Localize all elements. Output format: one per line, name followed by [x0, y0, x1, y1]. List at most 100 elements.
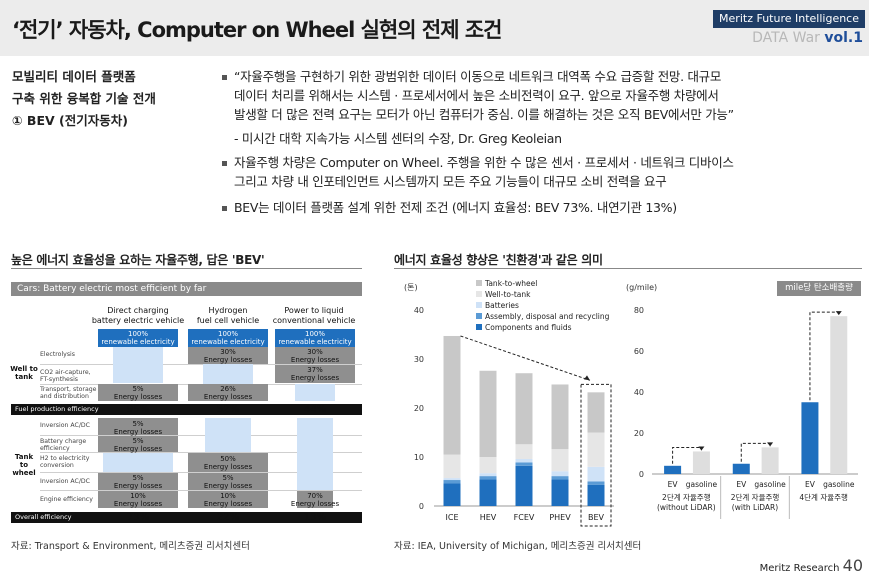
row-label: H2 to electricity — [40, 455, 90, 462]
y-tick-label: 60 — [634, 347, 644, 356]
overall-efficiency-fcev: 22% — [216, 512, 240, 523]
bullet-text: - 미시간 대학 지속가능 시스템 센터의 수장, Dr. Greg Keole… — [234, 131, 562, 146]
column-header-line: conventional vehicle — [272, 316, 356, 325]
y-tick-label: 40 — [414, 306, 424, 315]
group-label: (with LiDAR) — [732, 503, 778, 512]
fcev-engine-loss-label: 10% Energy losses — [203, 492, 253, 508]
row-divider — [40, 364, 362, 365]
fcev-transport-loss-label: 26% Energy losses — [203, 385, 253, 401]
fcev-inversion-loss-label: 5% Energy losses — [203, 474, 253, 490]
y-tick-label: 0 — [419, 502, 424, 511]
bev-charge-loss-label: 5% Energy losses — [113, 437, 163, 453]
bullet-text: 데이터 처리를 위해서는 시스템 · 프로세서에서 높은 소비전력이 요구. 앞… — [234, 88, 719, 103]
row-label: efficiency — [40, 445, 70, 452]
fcev-electrolysis-loss — [188, 347, 268, 364]
bar-segment — [479, 479, 497, 506]
group-label: 4단계 자율주행 — [799, 492, 848, 502]
left-section-heading: 높은 에너지 효율성을 요하는 자율주행, 답은 'BEV' — [11, 253, 265, 267]
bar-segment — [479, 370, 497, 457]
x-tick-label: gasoline — [686, 480, 718, 489]
overall-efficiency-bar: Overall efficiency — [11, 512, 362, 523]
renewable-block-ptl — [275, 329, 355, 347]
bar-segment — [515, 462, 533, 466]
x-tick-label: BEV — [588, 513, 605, 522]
fcev-inversion-loss — [188, 473, 268, 490]
fcev-h2-conversion-loss — [188, 453, 268, 472]
y-tick-label: 10 — [414, 453, 424, 462]
page-title: ‘전기’ 자동차, Computer on Wheel 실현의 전제 조건 — [12, 18, 502, 42]
bar-segment — [551, 479, 569, 506]
column-header-line: battery electric vehicle — [91, 316, 185, 325]
ptl-electrolysis-loss-label: 30% Energy losses — [290, 348, 340, 364]
bev-highlight-box — [580, 383, 612, 527]
column-header-line: Hydrogen — [208, 306, 248, 315]
bar-segment — [443, 483, 461, 506]
left-section-rule — [11, 268, 362, 269]
x-tick-label: EV — [805, 480, 816, 489]
bullet-line: BEV는 데이터 플랫폼 설계 위한 전제 조건 (에너지 효율성: BEV 7… — [222, 198, 857, 217]
bev-inversion2-loss — [98, 473, 178, 490]
bullet-line: “자율주행을 구현하기 위한 광범위한 데이터 이동으로 네트워크 대역폭 수요… — [222, 67, 857, 86]
intro-left-line: ① BEV (전기자동차) — [12, 113, 128, 128]
bev-engine-loss-label: 10% Energy losses — [113, 492, 163, 508]
bev-charge-loss — [98, 436, 178, 452]
bar-segment — [443, 480, 461, 484]
comparison-arrow-head — [835, 311, 842, 316]
ptl-engine-loss — [297, 491, 333, 508]
legend-swatch — [476, 324, 482, 330]
bar — [830, 316, 848, 474]
bar-segment — [551, 476, 569, 480]
bar-segment — [443, 478, 461, 481]
ptl-electrolysis-loss — [275, 347, 355, 364]
bullet-line: 그리고 차량 내 인포테인먼트 시스템까지 모든 주요 기능들이 대규모 소비 … — [222, 172, 857, 191]
bar — [664, 465, 682, 474]
emissions-per-mile-chart: (g/mile) 0 20 40 60 80 EV gasoline EV gasoline EV g… — [626, 283, 858, 519]
x-tick-label: PHEV — [549, 513, 571, 522]
efficiency-figure-title: Cars: Battery electric most efficient by… — [11, 282, 362, 296]
bar-segment — [587, 484, 605, 506]
column-header-bev: Direct charging battery electric vehicle — [88, 306, 188, 326]
legend-swatch — [476, 280, 482, 286]
row-divider — [40, 435, 362, 436]
group-label: (without LiDAR) — [657, 503, 716, 512]
ptl-remaining-ttw — [297, 418, 333, 490]
legend-label: Well-to-tank — [485, 290, 531, 299]
comparison-arrow-head — [698, 446, 705, 451]
ptl-synthesis-loss-label: 37% Energy losses — [290, 366, 340, 382]
bar-segment — [587, 466, 605, 482]
x-tick-label: HEV — [480, 513, 497, 522]
fuel-efficiency-fcev: 52% — [216, 404, 240, 415]
bar — [692, 451, 710, 474]
bar-segment — [443, 335, 461, 455]
bullet-square — [222, 75, 227, 80]
intro-left-line: 구축 위한 융복합 기술 전개 — [12, 91, 156, 106]
right-source: 자료: IEA, University of Michigan, 메리츠증권 리… — [394, 541, 642, 552]
renewable-label-fcev: 100% renewable electricity — [191, 330, 265, 346]
group-label: 2단계 자율주행 — [731, 492, 780, 502]
bar-segment — [443, 454, 461, 479]
overall-efficiency-ptl: 13% — [303, 512, 327, 523]
bar-segment — [587, 481, 605, 485]
y-tick-label: 20 — [414, 404, 424, 413]
group-label-tank-to-wheel: Tank to wheel — [12, 453, 36, 477]
bar — [801, 402, 819, 474]
legend-swatch — [476, 291, 482, 297]
fcev-electrolysis-loss-label: 30% Energy losses — [203, 348, 253, 364]
legend-label: Assembly, disposal and recycling — [485, 312, 610, 321]
fuel-efficiency-ptl: 44% — [303, 404, 327, 415]
lifecycle-emissions-chart: (톤) 0 10 20 30 40 ICE HEV FCEV PHEV BEV Tank-to-whe… — [404, 279, 614, 527]
right-section-heading: 에너지 효율성 향상은 '친환경'과 같은 의미 — [394, 253, 603, 267]
bar — [732, 463, 750, 474]
intro-left-line: 모빌리티 데이터 플랫폼 — [12, 69, 136, 84]
group-label-well-to-tank: Well to tank — [10, 365, 38, 381]
bullet-text: BEV는 데이터 플랫폼 설계 위한 전제 조건 (에너지 효율성: BEV 7… — [234, 200, 677, 215]
legend-label: Batteries — [485, 301, 519, 310]
legend-label: Tank-to-wheel — [484, 279, 537, 288]
bar-segment — [551, 449, 569, 472]
series-label: DATA War vol.1 — [752, 30, 863, 46]
row-divider — [40, 472, 362, 473]
y-tick-label: 20 — [634, 429, 644, 438]
fcev-engine-loss — [188, 491, 268, 508]
bev-remaining-ttw — [103, 453, 173, 472]
bev-inversion-loss-label: 5% Energy losses — [113, 420, 163, 436]
